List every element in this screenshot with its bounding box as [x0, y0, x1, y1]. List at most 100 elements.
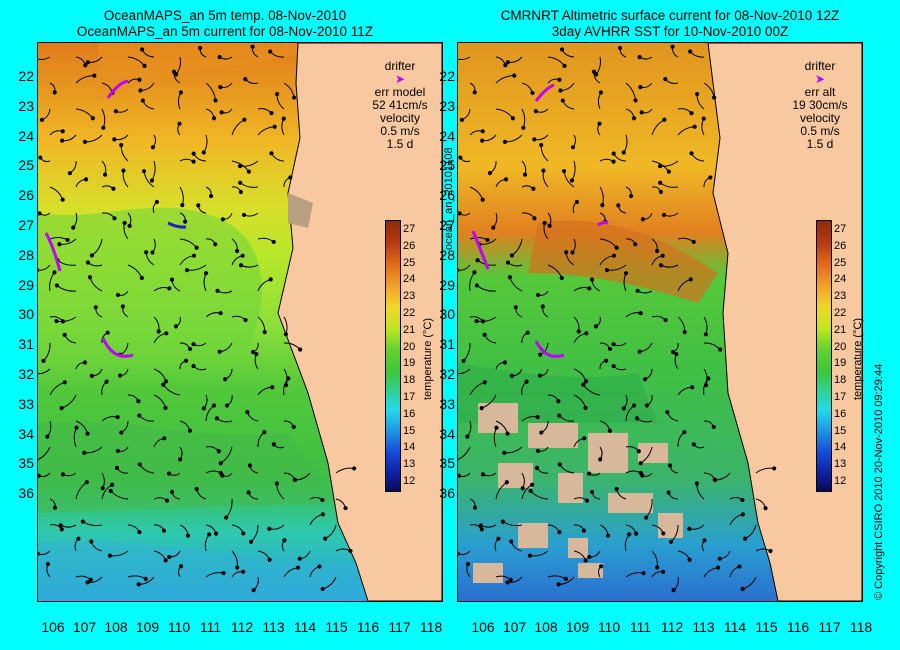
left-lon-tick: 112	[230, 619, 254, 635]
colorbar-left-tick: 26	[403, 239, 416, 252]
legend-velocity-label: velocity	[379, 111, 420, 125]
colorbar-right-tick: 25	[834, 256, 847, 269]
colorbar-left-tick: 20	[403, 340, 416, 353]
right-lat-tick: 23	[439, 97, 455, 114]
legend-left: drifter ➤ err model 52 41cm/s velocity 0.…	[360, 60, 440, 151]
legend-velocity-value: 0.5 m/s	[800, 124, 840, 138]
colorbar-left	[385, 220, 401, 492]
right-lat-tick: 36	[439, 485, 455, 502]
right-lon-tick: 110	[597, 619, 621, 635]
left-lat-tick: 27	[18, 217, 34, 233]
colorbar-left-tick: 16	[403, 407, 416, 420]
left-lat-tick: 28	[18, 246, 34, 263]
left-lat-tick: 35	[18, 455, 34, 472]
left-title-line1: OceanMAPS_an 5m temp. 08-Nov-2010	[103, 8, 347, 23]
drifter-arrow-icon: ➤	[394, 72, 406, 86]
right-lon-tick: 109	[565, 619, 590, 635]
drifter-track	[106, 79, 129, 99]
colorbar-right-tick: 22	[834, 307, 847, 319]
right-lon-tick: 112	[660, 619, 684, 635]
colorbar-left-tick: 24	[403, 273, 416, 286]
left-lat-tick: 29	[18, 276, 34, 293]
right-title-line1: CMRNRT Altimetric surface current for 08…	[500, 8, 840, 23]
colorbar-left-tick: 12	[403, 475, 416, 487]
colorbar-right-tick: 20	[834, 340, 847, 353]
colorbar-right-tick: 27	[834, 223, 847, 235]
satellite-sst-map[interactable]	[457, 42, 863, 602]
left-lat-tick: 23	[18, 97, 34, 114]
legend-velocity-label: velocity	[799, 111, 840, 125]
cloud-mask-patches	[473, 403, 683, 583]
right-lon-tick: 108	[534, 619, 558, 635]
colorbar-left-tick: 23	[403, 290, 416, 303]
right-lat-tick: 22	[439, 68, 455, 84]
colorbar-right-tick: 12	[834, 475, 847, 487]
colorbar-left-tick: 14	[403, 441, 416, 454]
right-lat-tick: 35	[439, 455, 455, 472]
legend-drifter-label: drifter ➤	[384, 59, 416, 86]
colorbar-left-tick: 19	[403, 357, 416, 370]
left-lon-tick: 114	[293, 619, 317, 635]
right-panel-title: CMRNRT Altimetric surface current for 08…	[470, 8, 870, 40]
left-lon-tick: 118	[419, 619, 443, 635]
left-lon-tick: 117	[388, 619, 411, 635]
colorbar-left-tick: 27	[403, 223, 416, 235]
colorbar-right-tick: 15	[834, 424, 847, 437]
left-lat-tick: 36	[18, 485, 34, 502]
left-lon-tick: 107	[72, 619, 97, 635]
legend-velocity-value: 0.5 m/s	[380, 124, 420, 138]
colorbar-left-label: temperature (°C)	[422, 317, 434, 400]
right-lon-tick: 107	[502, 619, 527, 635]
left-lon-tick: 110	[167, 619, 191, 635]
colorbar-left-tick: 17	[403, 391, 416, 403]
left-lat-tick: 33	[18, 395, 34, 412]
legend-drifter-label: drifter ➤	[804, 59, 836, 86]
colorbar-right-tick: 23	[834, 290, 847, 303]
copyright-label: © Copyright CSIRO 2010 20-Nov-2010 09:29…	[873, 363, 885, 600]
left-lat-tick: 32	[18, 366, 34, 382]
colorbar-right-tick: 26	[834, 239, 847, 252]
legend-err-value: 52 41cm/s	[372, 98, 428, 112]
colorbar-right-tick: 24	[834, 273, 847, 286]
colorbar-right-tick: 16	[834, 407, 847, 420]
legend-err-label: err model	[374, 85, 426, 99]
right-lat-tick: 26	[439, 187, 455, 204]
colorbar-left-tick: 18	[403, 374, 416, 387]
colorbar-right-tick: 14	[834, 441, 847, 454]
left-lat-tick: 24	[18, 127, 34, 144]
run-id-label: ocean_an_20101108	[443, 147, 455, 250]
model-sst-map[interactable]	[37, 42, 443, 602]
left-lon-tick: 113	[262, 619, 285, 635]
right-title-line2: 3day AVHRR SST for 10-Nov-2010 00Z	[551, 24, 789, 39]
right-lon-tick: 111	[629, 619, 652, 635]
colorbar-right-tick: 18	[834, 374, 847, 387]
colorbar-right-tick: 13	[834, 458, 847, 471]
right-lon-tick: 117	[818, 619, 841, 635]
right-lon-tick: 118	[849, 619, 873, 635]
left-lat-tick: 30	[18, 306, 34, 323]
colorbar-left-tick: 25	[403, 256, 416, 269]
left-lat-tick: 25	[18, 157, 34, 174]
right-lat-tick: 31	[439, 336, 455, 353]
colorbar-left-tick: 21	[403, 323, 416, 336]
colorbar-right-tick: 21	[834, 323, 847, 336]
left-lon-tick: 116	[356, 619, 380, 635]
legend-err-value: 19 30cm/s	[792, 98, 848, 112]
colorbar-right-tick: 19	[834, 357, 847, 370]
right-lon-tick: 113	[692, 619, 715, 635]
model-sst-field	[38, 43, 442, 601]
colorbar-right-label: temperature (°C)	[852, 317, 864, 400]
right-lon-tick: 106	[471, 619, 495, 635]
right-lat-tick: 34	[439, 425, 455, 442]
colorbar-right-tick: 17	[834, 391, 847, 403]
legend-duration: 1.5 d	[806, 137, 834, 151]
right-lat-tick: 25	[439, 157, 455, 174]
right-lat-tick: 33	[439, 395, 455, 412]
right-lat-tick: 27	[439, 217, 455, 233]
right-lon-tick: 115	[755, 619, 778, 635]
left-lon-tick: 108	[104, 619, 128, 635]
colorbar-left-tick: 15	[403, 424, 416, 437]
right-lat-tick: 32	[439, 366, 455, 382]
right-lat-tick: 29	[439, 276, 455, 293]
left-lon-tick: 106	[41, 619, 65, 635]
